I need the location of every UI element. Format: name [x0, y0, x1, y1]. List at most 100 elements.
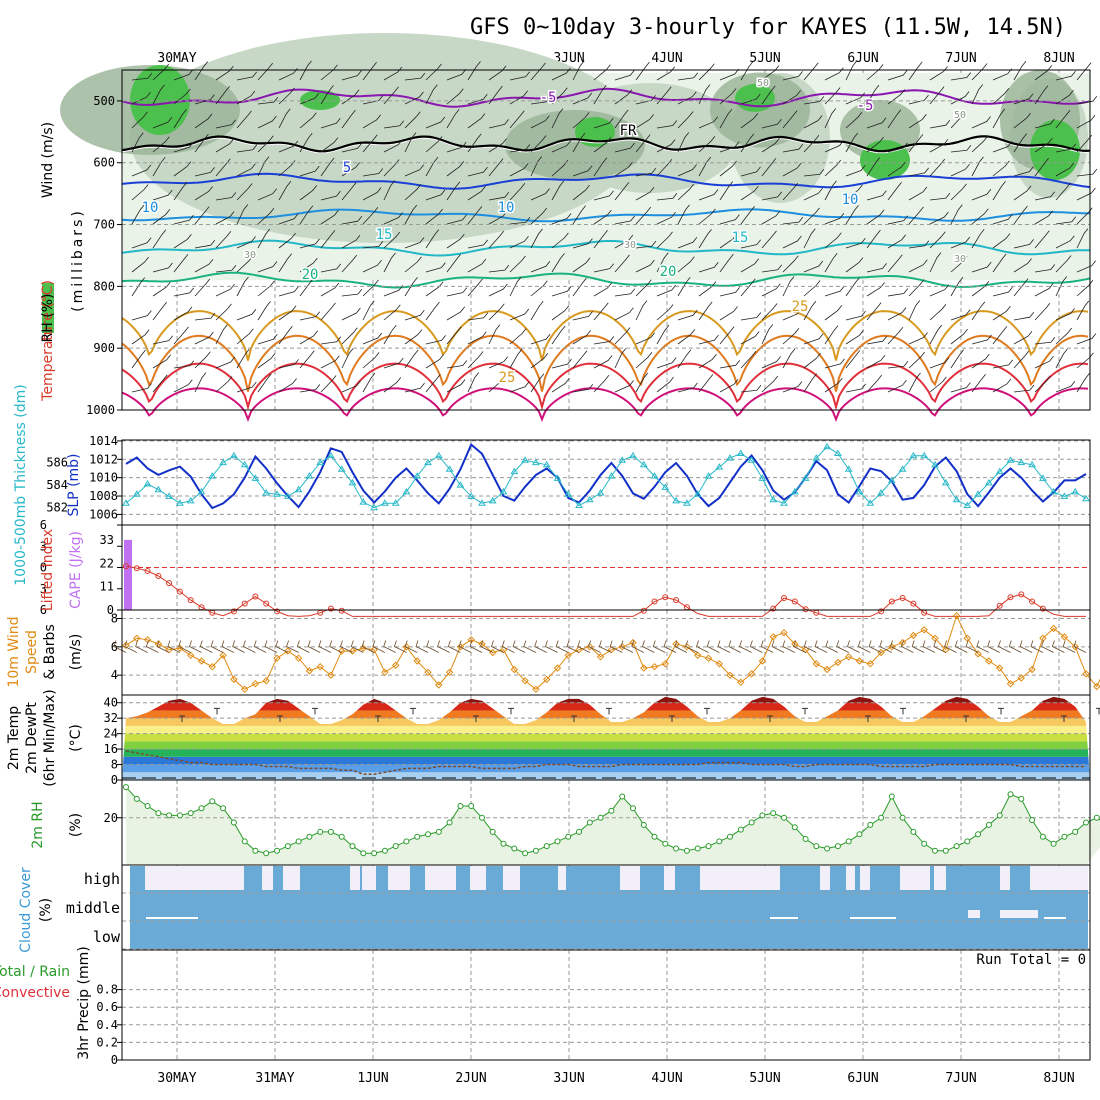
wind-barb — [845, 257, 864, 273]
rh2m-marker — [306, 833, 313, 840]
wind-barb — [320, 336, 342, 345]
temp-min-max-bar — [277, 715, 283, 723]
bottom-date-label: 4JUN — [651, 1071, 682, 1086]
wind-barb — [1055, 381, 1076, 393]
temp-min-max-bar — [214, 707, 220, 715]
wind-barb — [803, 169, 825, 177]
wind-barb — [761, 283, 781, 297]
wind-barb — [299, 185, 318, 201]
wind-barb — [845, 238, 866, 249]
wind-barb — [320, 282, 340, 297]
wind10-marker — [629, 638, 637, 647]
wind-barb — [803, 352, 821, 369]
wind-barb — [740, 61, 754, 81]
wind-barb — [866, 354, 886, 369]
wind-barb — [278, 108, 291, 129]
wind-barb — [278, 160, 296, 177]
wind-barb — [719, 108, 733, 129]
wind-barb — [740, 385, 762, 393]
wind-barb — [782, 143, 804, 153]
wind-barb — [152, 229, 167, 249]
wind-barb — [215, 303, 232, 321]
wind-barb — [1055, 110, 1071, 129]
wind-barb — [656, 193, 678, 201]
wind-barb — [824, 377, 843, 393]
wind10-barb — [1062, 640, 1076, 653]
rh2m-marker — [683, 847, 690, 854]
wind-barb — [173, 306, 193, 321]
wind10-barb — [555, 640, 569, 653]
wind-barb — [1034, 210, 1054, 225]
wind-barb — [740, 205, 755, 225]
li-marker — [878, 608, 885, 615]
wind-barb — [593, 157, 608, 177]
wind-barb — [530, 207, 548, 225]
thickness-marker — [1028, 460, 1036, 468]
wind-barb — [950, 72, 972, 81]
wind-barb — [425, 84, 438, 105]
wind-barb — [530, 261, 551, 273]
thickness-marker — [985, 478, 993, 486]
wind-barb — [614, 327, 631, 345]
millibars-axis-label: (millibars) — [70, 208, 86, 312]
wind-barb — [740, 312, 762, 321]
wind-barb — [740, 239, 762, 249]
wind-barb — [488, 324, 501, 345]
wind-barb — [740, 278, 756, 297]
thickness-marker — [488, 496, 497, 504]
li-marker — [802, 606, 809, 613]
wind-barb — [551, 180, 565, 201]
thickness-marker — [337, 465, 346, 472]
wind-barb — [614, 70, 635, 81]
wind-barb — [152, 84, 165, 105]
wind-barb — [467, 278, 483, 297]
rh2m-marker — [425, 831, 431, 838]
li-marker — [241, 600, 248, 607]
wind10-barb — [965, 640, 979, 653]
wind-barb — [614, 182, 630, 201]
slp-axis-label: SLP (mb) — [66, 453, 82, 516]
wind-barb — [509, 71, 531, 81]
wind-barb — [131, 329, 150, 345]
dewpoint-series — [125, 750, 1086, 775]
li-marker — [1007, 594, 1014, 601]
wind10-barb — [911, 640, 925, 653]
y-tick-label: 1008 — [89, 489, 118, 503]
wind10-marker — [618, 643, 626, 651]
wind10-marker — [963, 634, 972, 643]
wind-barb — [698, 374, 714, 393]
wind10-marker — [208, 662, 217, 671]
wind-barb — [509, 235, 529, 249]
y-tick-label: 0 — [111, 773, 118, 787]
wind10-barb — [221, 640, 235, 653]
wind-barb — [677, 132, 690, 153]
wind-barb — [992, 233, 1011, 249]
wind10-marker — [1028, 665, 1036, 674]
li-axis-label: Lifted Index — [40, 529, 56, 611]
wind-barb — [656, 120, 678, 129]
li-marker — [166, 580, 173, 587]
thickness-marker — [834, 449, 842, 456]
wind-barb — [572, 383, 594, 393]
wind-barb — [677, 309, 698, 321]
wind-barb — [929, 138, 949, 153]
wind-barb — [803, 300, 817, 321]
wind-barb — [698, 136, 716, 153]
wind-barb — [929, 284, 950, 297]
wind-barb — [677, 382, 698, 393]
isotherm-label: 10 — [842, 192, 859, 208]
wind10-barb — [437, 640, 450, 653]
wind10-marker — [553, 664, 562, 672]
wind-barb — [257, 334, 278, 345]
thickness-marker — [456, 481, 465, 488]
wind10-marker — [521, 677, 529, 685]
wind-barb — [404, 184, 422, 201]
wind-barb — [971, 229, 985, 249]
wind-barb — [1034, 230, 1050, 249]
wind10-marker — [888, 643, 896, 651]
wind10-label-b: Speed — [24, 630, 40, 674]
thickness-marker — [952, 495, 961, 503]
wind-barb — [887, 288, 909, 297]
rh2m-marker — [759, 812, 766, 819]
wind-barb — [152, 354, 172, 369]
